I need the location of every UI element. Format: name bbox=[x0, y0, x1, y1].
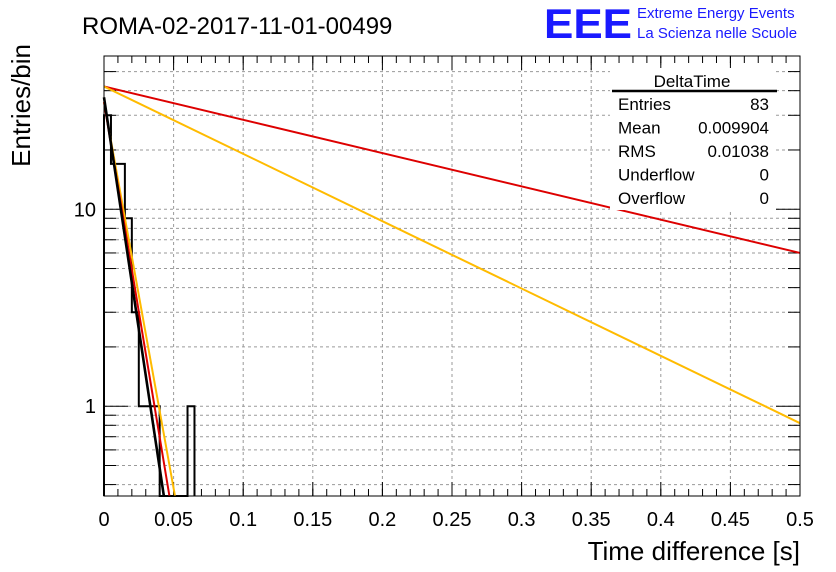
stats-row-label: Mean bbox=[618, 119, 661, 138]
chart-title: ROMA-02-2017-11-01-00499 bbox=[82, 13, 392, 40]
x-tick-label: 0 bbox=[98, 509, 109, 531]
stats-row-label: Entries bbox=[618, 95, 671, 114]
stats-row-value: 0 bbox=[760, 166, 769, 185]
eee-logo-mark: EEE bbox=[544, 0, 632, 47]
eee-logo: EEE Extreme Energy Events La Scienza nel… bbox=[544, 0, 797, 47]
x-axis-label: Time difference [s] bbox=[588, 536, 800, 566]
y-axis-label: Entries/bin bbox=[6, 44, 36, 167]
fit-lines bbox=[102, 85, 801, 497]
plot-frame bbox=[103, 55, 801, 497]
x-tick-label: 0.05 bbox=[154, 509, 193, 531]
stats-row-value: 83 bbox=[750, 95, 769, 114]
tick-labels: 0 0.05 0.1 0.15 0.2 0.25 0.3 0.35 0.4 0.45 0.5 1 10 bbox=[74, 199, 814, 531]
x-tick-label: 0.2 bbox=[368, 509, 396, 531]
x-tick-label: 0.25 bbox=[433, 509, 472, 531]
stats-row-value: 0.01038 bbox=[708, 142, 769, 161]
eee-logo-line1: Extreme Energy Events bbox=[637, 5, 795, 22]
stats-row-label: Overflow bbox=[618, 189, 686, 208]
stats-rows: Entries 83 Mean 0.009904 RMS 0.01038 Underflow… bbox=[618, 95, 769, 208]
stats-row-value: 0.009904 bbox=[698, 119, 769, 138]
grid bbox=[104, 55, 800, 496]
fit-line-1 bbox=[103, 85, 801, 254]
y-tick-label: 10 bbox=[74, 199, 96, 221]
histogram-bin bbox=[111, 164, 118, 496]
x-tick-label: 0.35 bbox=[572, 509, 611, 531]
stats-row-label: Underflow bbox=[618, 166, 695, 185]
histogram-bin bbox=[132, 312, 139, 496]
stats-box: DeltaTime Entries 83 Mean 0.009904 RMS 0.0103… bbox=[610, 68, 777, 210]
histogram-bin bbox=[188, 406, 195, 496]
stats-row-value: 0 bbox=[760, 189, 769, 208]
fit-line-2 bbox=[103, 85, 801, 425]
y-tick-label: 1 bbox=[85, 396, 96, 418]
stats-box-title: DeltaTime bbox=[654, 72, 731, 91]
x-tick-label: 0.1 bbox=[229, 509, 257, 531]
histogram-bin bbox=[139, 406, 146, 496]
stats-row-label: RMS bbox=[618, 142, 656, 161]
x-tick-label: 0.15 bbox=[293, 509, 332, 531]
histogram-bin bbox=[104, 115, 111, 496]
x-tick-label: 0.4 bbox=[647, 509, 675, 531]
x-tick-label: 0.45 bbox=[711, 509, 750, 531]
fit-line-5 bbox=[102, 97, 166, 497]
eee-logo-line2: La Scienza nelle Scuole bbox=[637, 25, 797, 42]
x-tick-label: 0.3 bbox=[508, 509, 536, 531]
x-tick-label: 0.5 bbox=[786, 509, 814, 531]
